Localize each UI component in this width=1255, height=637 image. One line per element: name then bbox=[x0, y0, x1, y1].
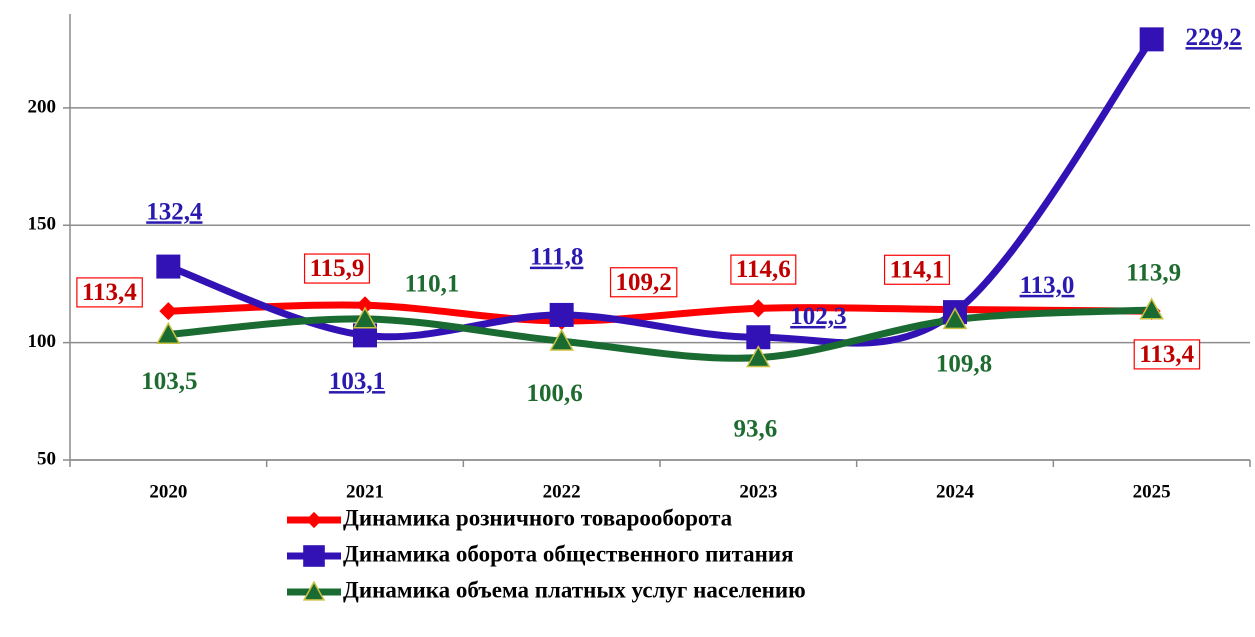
marker bbox=[305, 511, 323, 529]
data-label: 103,5 bbox=[141, 368, 197, 395]
marker bbox=[549, 302, 574, 327]
marker bbox=[303, 545, 325, 567]
data-label: 93,6 bbox=[733, 415, 777, 442]
y-tick-label: 100 bbox=[28, 331, 57, 352]
data-label: 229,2 bbox=[1186, 24, 1242, 51]
x-tick-label: 2024 bbox=[936, 481, 975, 502]
marker bbox=[1139, 27, 1164, 52]
marker bbox=[156, 254, 181, 279]
data-label-box bbox=[303, 253, 371, 284]
data-label: 109,2 bbox=[616, 269, 672, 296]
y-tick-label: 200 bbox=[28, 96, 57, 117]
data-label-box bbox=[1133, 339, 1201, 370]
marker bbox=[356, 296, 374, 315]
x-tick-label: 2020 bbox=[149, 481, 187, 502]
series-line bbox=[164, 35, 1156, 347]
x-tick-label: 2022 bbox=[543, 481, 581, 502]
marker bbox=[1139, 297, 1164, 320]
y-tick-label: 150 bbox=[28, 214, 57, 235]
x-tick-label: 2021 bbox=[346, 481, 384, 502]
data-label-box bbox=[609, 267, 678, 298]
marker bbox=[749, 299, 768, 318]
data-label: 111,8 bbox=[530, 244, 584, 271]
x-tick-label: 2023 bbox=[739, 481, 777, 502]
marker bbox=[352, 306, 378, 329]
series-line bbox=[164, 301, 1156, 325]
x-tick-label: 2025 bbox=[1133, 481, 1171, 502]
data-label: 113,4 bbox=[1139, 341, 1194, 368]
data-label: 114,1 bbox=[890, 256, 945, 283]
marker bbox=[159, 302, 178, 321]
data-label: 115,9 bbox=[310, 255, 365, 282]
data-label: 114,6 bbox=[736, 256, 791, 283]
marker bbox=[302, 580, 326, 601]
series-line bbox=[164, 306, 1156, 362]
marker bbox=[549, 328, 574, 351]
legend-label: Динамика объема платных услуг населению bbox=[343, 577, 806, 602]
data-label: 100,6 bbox=[527, 380, 583, 407]
y-tick-label: 50 bbox=[37, 448, 56, 469]
data-label-box bbox=[883, 254, 951, 285]
legend-label: Динамика оборота общественного питания bbox=[343, 541, 794, 566]
data-label: 113,9 bbox=[1126, 260, 1181, 287]
data-label: 102,3 bbox=[790, 303, 846, 330]
data-label-box bbox=[730, 254, 797, 285]
data-label: 113,0 bbox=[1020, 272, 1075, 299]
data-label: 103,1 bbox=[329, 368, 385, 395]
data-label: 113,4 bbox=[82, 279, 137, 306]
data-label: 109,8 bbox=[936, 350, 992, 377]
data-label-box bbox=[76, 277, 143, 308]
data-label: 110,1 bbox=[405, 271, 460, 298]
data-label: 132,4 bbox=[146, 198, 203, 225]
marker bbox=[156, 321, 181, 344]
marker bbox=[746, 345, 771, 368]
legend-label: Динамика розничного товарооборота bbox=[343, 505, 733, 530]
marker bbox=[942, 307, 968, 330]
